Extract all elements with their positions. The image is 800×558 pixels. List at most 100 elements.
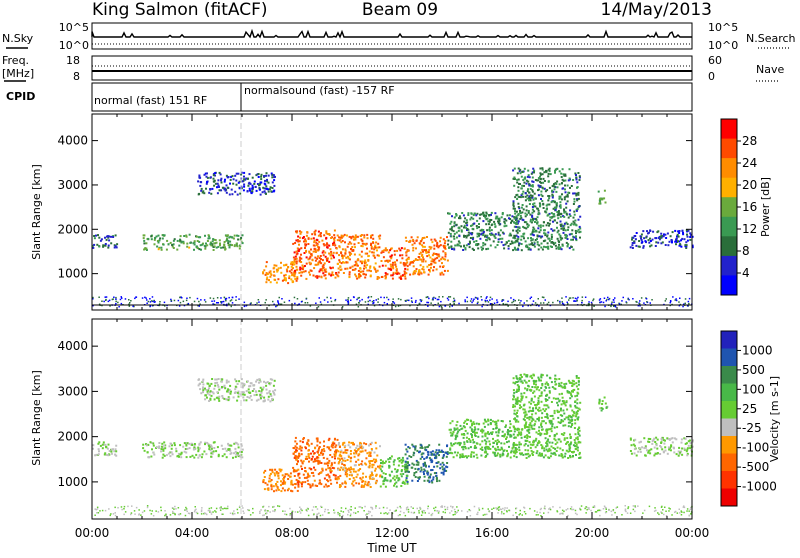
rti-cell-11 bbox=[645, 237, 647, 239]
rti-cell-8 bbox=[457, 427, 459, 429]
rti-cell-5 bbox=[369, 267, 371, 269]
ground-scatter-cell bbox=[670, 300, 672, 302]
ground-scatter-cell bbox=[305, 302, 307, 304]
rti-cell-0 bbox=[98, 246, 100, 248]
rti-cell-4 bbox=[323, 243, 325, 245]
rti-cell-1 bbox=[172, 453, 174, 455]
rti-cell-8 bbox=[456, 224, 458, 226]
rti-cell-1 bbox=[189, 234, 191, 236]
rti-cell-5 bbox=[337, 469, 339, 471]
rti-cell-8 bbox=[462, 454, 464, 456]
ground-scatter-cell bbox=[427, 305, 429, 307]
rti-cell-11 bbox=[684, 244, 686, 246]
rti-cell-0 bbox=[110, 242, 112, 244]
rti-cell-9 bbox=[538, 389, 540, 391]
rti-cell-6 bbox=[396, 271, 398, 273]
rti-cell-3 bbox=[284, 489, 286, 491]
rti-cell-6 bbox=[393, 464, 395, 466]
rti-cell-9 bbox=[569, 456, 571, 458]
rti-cell-8 bbox=[489, 221, 491, 223]
rti-cell-8 bbox=[478, 223, 480, 225]
rti-cell-1 bbox=[224, 241, 226, 243]
rti-cell-5 bbox=[353, 452, 355, 454]
rti-cell-9 bbox=[522, 382, 524, 384]
rti-cell-9 bbox=[515, 447, 517, 449]
rti-cell-8 bbox=[479, 238, 481, 240]
rti-cell-4 bbox=[307, 483, 309, 485]
rti-cell-1 bbox=[193, 457, 195, 459]
rti-cell-2 bbox=[269, 400, 271, 402]
rti-cell-4 bbox=[305, 447, 307, 449]
rti-cell-8 bbox=[481, 447, 483, 449]
rti-cell-5 bbox=[342, 444, 344, 446]
rti-cell-6 bbox=[380, 252, 382, 254]
rti-cell-7 bbox=[405, 254, 407, 256]
velocity-plot-bg bbox=[92, 319, 692, 519]
ground-scatter-cell bbox=[666, 298, 668, 300]
rti-cell-3 bbox=[270, 273, 272, 275]
rti-cell-4 bbox=[314, 248, 316, 250]
rti-cell-5 bbox=[354, 237, 356, 239]
rti-cell-5 bbox=[365, 274, 367, 276]
rti-cell-7 bbox=[412, 249, 414, 251]
rti-cell-1 bbox=[153, 445, 155, 447]
rti-cell-7 bbox=[430, 263, 432, 265]
rti-cell-9 bbox=[546, 205, 548, 207]
rti-cell-4 bbox=[331, 456, 333, 458]
rti-cell-8 bbox=[508, 217, 510, 219]
rti-cell-9 bbox=[528, 199, 530, 201]
rti-cell-5 bbox=[364, 259, 366, 261]
rti-cell-8 bbox=[499, 234, 501, 236]
rti-cell-8 bbox=[498, 232, 500, 234]
rti-cell-0 bbox=[108, 239, 110, 241]
rti-cell-9 bbox=[524, 416, 526, 418]
rti-cell-1 bbox=[192, 455, 194, 457]
rti-cell-5 bbox=[350, 460, 352, 462]
rti-cell-8 bbox=[456, 421, 458, 423]
rti-cell-9 bbox=[514, 222, 516, 224]
rti-cell-8 bbox=[459, 242, 461, 244]
rti-cell-9 bbox=[561, 193, 563, 195]
rti-cell-1 bbox=[143, 237, 145, 239]
rti-cell-3 bbox=[296, 280, 298, 282]
rti-cell-9 bbox=[542, 374, 544, 376]
ground-scatter-cell bbox=[398, 305, 400, 307]
rti-cell-7 bbox=[407, 462, 409, 464]
ground-scatter-cell bbox=[588, 301, 590, 303]
rti-cell-4 bbox=[296, 260, 298, 262]
rti-cell-4 bbox=[317, 452, 319, 454]
rti-cell-6 bbox=[400, 473, 402, 475]
rti-cell-5 bbox=[344, 451, 346, 453]
rti-cell-9 bbox=[545, 408, 547, 410]
nave-top-tick: 60 bbox=[708, 54, 722, 67]
rti-cell-2 bbox=[270, 393, 272, 395]
rti-cell-9 bbox=[568, 425, 570, 427]
ground-scatter-cell bbox=[151, 300, 153, 302]
rti-cell-4 bbox=[299, 269, 301, 271]
rti-cell-2 bbox=[243, 399, 245, 401]
ground-scatter-cell bbox=[411, 297, 413, 299]
ground-scatter-cell bbox=[214, 300, 216, 302]
ground-scatter-cell bbox=[453, 298, 455, 300]
rti-cell-1 bbox=[142, 444, 144, 446]
rti-cell-2 bbox=[251, 192, 253, 194]
rti-cell-8 bbox=[461, 433, 463, 435]
rti-cell-11 bbox=[633, 242, 635, 244]
rti-cell-6 bbox=[383, 249, 385, 251]
rti-cell-9 bbox=[573, 217, 575, 219]
rti-cell-2 bbox=[211, 188, 213, 190]
rti-cell-11 bbox=[642, 230, 644, 232]
rti-cell-9 bbox=[570, 406, 572, 408]
ground-scatter-cell bbox=[307, 302, 309, 304]
rti-cell-9 bbox=[556, 204, 558, 206]
rti-cell-6 bbox=[405, 278, 407, 280]
rti-cell-8 bbox=[473, 441, 475, 443]
cpid-label: CPID bbox=[6, 90, 35, 103]
rti-cell-2 bbox=[198, 379, 200, 381]
rti-cell-4 bbox=[326, 246, 328, 248]
rti-cell-9 bbox=[559, 183, 561, 185]
rti-cell-1 bbox=[163, 445, 165, 447]
ground-scatter-cell bbox=[368, 297, 370, 299]
rti-cell-4 bbox=[294, 273, 296, 275]
rti-cell-8 bbox=[501, 420, 503, 422]
